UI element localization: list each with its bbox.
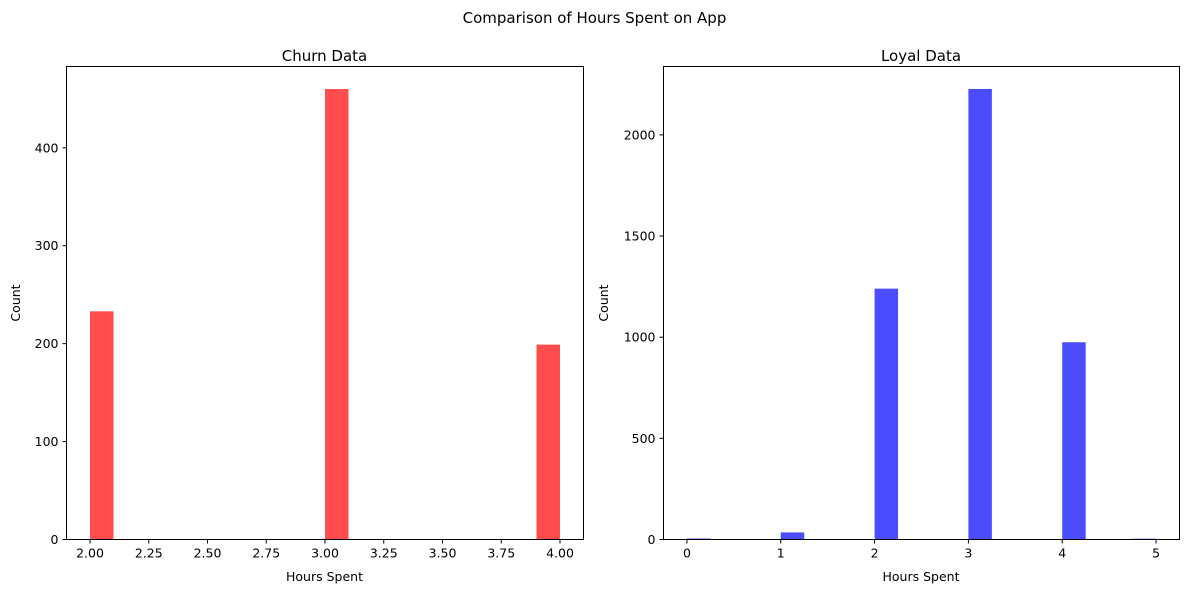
loyal-bar	[686, 538, 711, 540]
churn-x-tick-label: 4.00	[546, 546, 574, 561]
churn-x-tick-label: 3.50	[429, 546, 457, 561]
loyal-x-tick-label: 5	[1152, 546, 1160, 561]
loyal-bar	[780, 532, 805, 540]
churn-x-tick-label: 3.25	[370, 546, 398, 561]
churn-y-tick-label: 300	[35, 238, 59, 253]
loyal-bar	[1062, 342, 1086, 540]
churn-chart-title: Churn Data	[282, 47, 367, 65]
churn-bar	[536, 344, 560, 540]
churn-y-tick-label: 400	[35, 140, 59, 155]
loyal-bar	[968, 88, 992, 540]
loyal-x-tick-label: 4	[1058, 546, 1066, 561]
churn-x-tick-label: 2.25	[135, 546, 163, 561]
churn-x-tick-label: 3.00	[311, 546, 339, 561]
figure-suptitle: Comparison of Hours Spent on App	[463, 9, 727, 27]
loyal-x-tick-label: 0	[683, 546, 691, 561]
churn-x-tick-label: 2.00	[76, 546, 104, 561]
loyal-y-axis: 0 500 1000 1500 2000	[624, 127, 664, 547]
loyal-y-tick-label: 1000	[624, 330, 656, 345]
churn-x-axis-label: Hours Spent	[286, 569, 363, 584]
churn-x-axis: 2.00 2.25 2.50 2.75 3.00 3.25 3.50 3.75 4.00	[76, 539, 574, 561]
loyal-x-tick-label: 2	[871, 546, 879, 561]
churn-y-tick-label: 200	[35, 336, 59, 351]
loyal-plot-frame	[663, 66, 1180, 540]
loyal-bar	[874, 288, 899, 540]
churn-plot-frame	[66, 66, 584, 540]
loyal-y-tick-label: 0	[648, 532, 656, 547]
churn-x-tick-label: 3.75	[487, 546, 515, 561]
churn-y-axis-label: Count	[8, 284, 23, 321]
loyal-chart-panel: Loyal Data 0 1 2 3 4 5 0 500 1000 1500 2000 Hours…	[596, 47, 1180, 584]
loyal-y-tick-label: 2000	[624, 127, 656, 142]
churn-bar	[325, 89, 349, 540]
loyal-x-tick-label: 3	[964, 546, 972, 561]
loyal-y-tick-label: 1500	[624, 229, 656, 244]
loyal-bars	[686, 88, 1157, 540]
loyal-x-axis: 0 1 2 3 4 5	[683, 539, 1160, 561]
churn-bar	[90, 311, 114, 540]
churn-x-tick-label: 2.50	[194, 546, 222, 561]
churn-bars	[90, 89, 560, 540]
churn-y-axis: 0 100 200 300 400	[35, 140, 67, 547]
loyal-chart-title: Loyal Data	[881, 47, 961, 65]
churn-y-tick-label: 100	[35, 434, 59, 449]
loyal-y-tick-label: 500	[632, 431, 656, 446]
loyal-x-tick-label: 1	[777, 546, 785, 561]
churn-y-tick-label: 0	[51, 532, 59, 547]
loyal-x-axis-label: Hours Spent	[883, 569, 960, 584]
loyal-y-axis-label: Count	[596, 284, 611, 321]
churn-chart-panel: Churn Data 2.00 2.25 2.50 2.75 3.00 3.25 3.50 3…	[8, 47, 584, 584]
churn-x-tick-label: 2.75	[252, 546, 280, 561]
